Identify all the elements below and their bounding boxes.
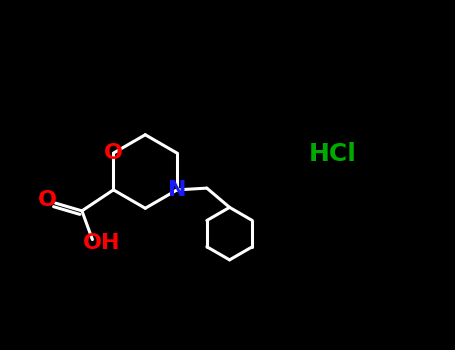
Text: N: N xyxy=(168,180,187,200)
Text: O: O xyxy=(104,143,123,163)
Text: OH: OH xyxy=(82,233,120,253)
Text: O: O xyxy=(37,190,56,210)
Text: HCl: HCl xyxy=(308,142,356,166)
